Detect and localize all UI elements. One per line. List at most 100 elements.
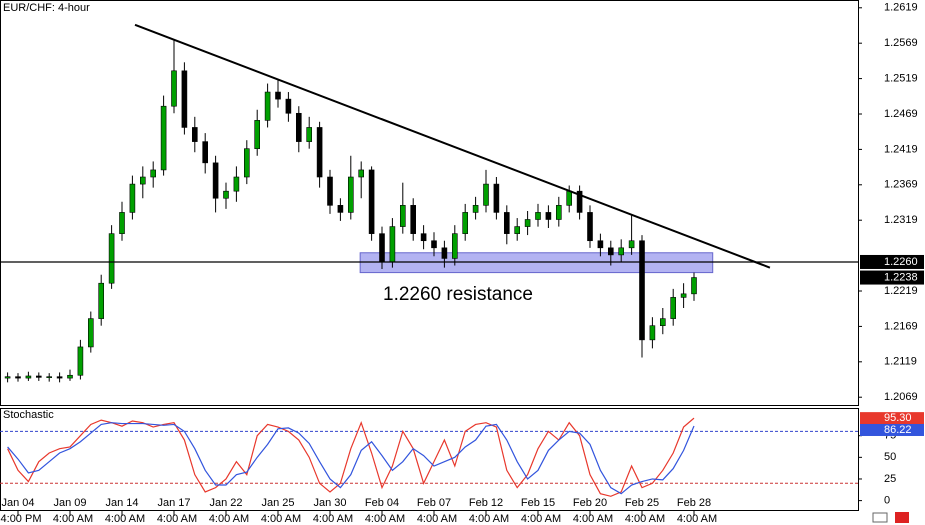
x-tick-label: Feb 04 <box>365 497 399 509</box>
stoch-y-tick-label: 25 <box>884 473 896 485</box>
candle-body <box>15 376 21 379</box>
candle-body <box>472 205 479 213</box>
candle-body <box>399 205 406 227</box>
stoch-current-bg <box>860 412 924 425</box>
y-tick-label: 1.2619 <box>884 2 918 14</box>
candle-body <box>670 297 677 319</box>
candle-body <box>483 183 489 206</box>
y-tick-label: 1.2419 <box>884 143 918 155</box>
candle-body <box>514 226 521 234</box>
candle-body <box>244 148 250 178</box>
close-icon[interactable] <box>895 512 909 523</box>
trendline <box>134 23 771 269</box>
candle-body <box>129 183 136 213</box>
stoch-y-tick-label: 0 <box>884 495 890 507</box>
stochastic-title: Stochastic <box>3 409 54 421</box>
candle-body <box>389 226 396 263</box>
x-time-label: 4:00 PM <box>1 513 42 525</box>
candle-body <box>545 212 552 220</box>
candle-body <box>555 205 562 220</box>
x-tick-label: Feb 25 <box>625 497 659 509</box>
y-tick-label: 1.2119 <box>884 356 917 368</box>
y-tick-label: 1.2469 <box>884 108 918 120</box>
x-time-label: 4:00 AM <box>209 513 249 525</box>
stoch-current-label: 95.30 <box>884 412 912 424</box>
stoch-y-tick-label: 50 <box>884 451 896 463</box>
candle-body <box>327 176 333 206</box>
candle-body <box>451 233 458 259</box>
candle-body <box>618 247 625 256</box>
x-time-label: 4:00 AM <box>53 513 93 525</box>
candle-body <box>46 376 53 378</box>
candle-body <box>254 120 260 149</box>
candle-body <box>264 91 271 121</box>
candle-body <box>566 190 573 206</box>
candle-body <box>212 162 219 199</box>
annotation: 1.2260 resistance <box>383 284 533 305</box>
x-time-label: 4:00 AM <box>521 513 561 525</box>
candle-body <box>524 219 531 227</box>
candle-body <box>347 176 354 213</box>
candle-body <box>680 293 687 298</box>
x-time-label: 4:00 AM <box>365 513 405 525</box>
candle-body <box>150 169 156 178</box>
candle-body <box>202 141 208 164</box>
x-tick-label: Feb 28 <box>677 497 711 509</box>
candle-body <box>192 127 198 142</box>
x-tick-label: Jan 04 <box>1 497 34 509</box>
candle-body <box>503 212 510 234</box>
hline-label-bg <box>860 254 924 269</box>
price-panel <box>0 0 859 406</box>
scroll-icon[interactable] <box>872 512 888 523</box>
x-tick-label: Feb 12 <box>469 497 503 509</box>
x-time-label: 4:00 AM <box>313 513 353 525</box>
x-time-label: 4:00 AM <box>157 513 197 525</box>
candle-body <box>275 91 281 100</box>
marks <box>0 23 858 497</box>
candle-body <box>88 318 94 348</box>
candle-body <box>25 375 32 379</box>
candle-body <box>639 240 645 341</box>
candle-body <box>493 183 500 213</box>
candle-body <box>607 247 614 256</box>
x-time-label: 4:00 AM <box>573 513 613 525</box>
candle-body <box>119 212 125 234</box>
title-bg <box>1 1 93 15</box>
x-time-label: 4:00 AM <box>105 513 145 525</box>
y-tick-label: 1.2069 <box>884 391 918 403</box>
x-tick-label: Jan 22 <box>209 497 242 509</box>
resistance-zone <box>359 252 714 274</box>
candle-body <box>35 375 42 378</box>
candle-body <box>420 233 427 242</box>
x-tick-label: Jan 09 <box>53 497 86 509</box>
x-tick-label: Feb 15 <box>521 497 555 509</box>
stochastic-panel <box>0 408 859 511</box>
stoch-current-bg <box>860 423 924 436</box>
x-tick-label: Jan 30 <box>313 497 346 509</box>
candle-body <box>368 169 375 234</box>
y-tick-label: 1.2369 <box>884 179 918 191</box>
candle-body <box>337 205 344 213</box>
x-tick-label: Feb 07 <box>417 497 451 509</box>
candle-body <box>98 282 104 319</box>
candle-body <box>233 176 240 192</box>
stoch-current-label: 86.22 <box>884 424 912 436</box>
candle-body <box>576 190 583 213</box>
last-price-bg <box>860 270 924 285</box>
candle-body <box>535 212 541 220</box>
y-tick-label: 1.2319 <box>884 214 918 226</box>
candle-body <box>441 247 448 259</box>
candle-body <box>181 70 188 128</box>
candle-body <box>295 112 302 142</box>
candle-body <box>659 318 666 326</box>
candle-body <box>285 98 292 114</box>
candle-body <box>379 233 385 263</box>
candle-body <box>691 277 697 295</box>
candle-body <box>597 240 604 249</box>
candle-body <box>649 325 656 341</box>
candle-body <box>223 190 229 199</box>
candle-body <box>171 70 177 107</box>
x-time-label: 4:00 AM <box>677 513 717 525</box>
hline-label: 1.2260 <box>884 256 918 268</box>
